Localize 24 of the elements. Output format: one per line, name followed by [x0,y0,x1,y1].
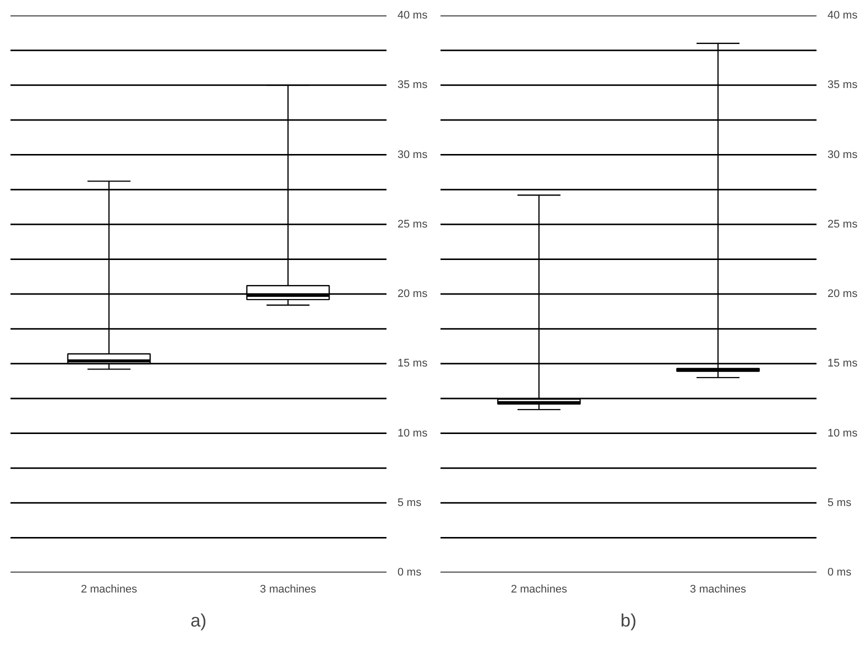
x-tick-label: 3 machines [260,584,317,596]
y-tick-label: 10 ms [828,427,858,440]
y-tick-label: 20 ms [828,288,858,300]
y-tick-label: 5 ms [398,496,422,509]
y-tick-label: 35 ms [398,79,428,92]
y-tick-label: 30 ms [828,148,858,161]
y-tick-label: 15 ms [398,358,428,370]
y-tick-label: 5 ms [828,496,852,509]
y-tick-label: 0 ms [828,566,852,578]
y-tick-label: 25 ms [398,218,428,230]
y-tick-label: 15 ms [828,358,858,370]
y-tick-label: 40 ms [828,10,858,22]
y-tick-label: 25 ms [828,218,858,230]
y-tick-label: 40 ms [398,10,428,22]
y-tick-label: 10 ms [398,427,428,440]
y-tick-label: 20 ms [398,288,428,300]
x-tick-label: 3 machines [690,584,747,596]
y-tick-label: 35 ms [828,79,858,92]
x-tick-label: 2 machines [510,584,568,596]
text: a) [190,610,207,630]
text: b) [620,610,637,630]
y-tick-label: 30 ms [398,148,428,161]
y-tick-label: 0 ms [398,566,422,578]
x-tick-label: 2 machines [80,584,138,596]
